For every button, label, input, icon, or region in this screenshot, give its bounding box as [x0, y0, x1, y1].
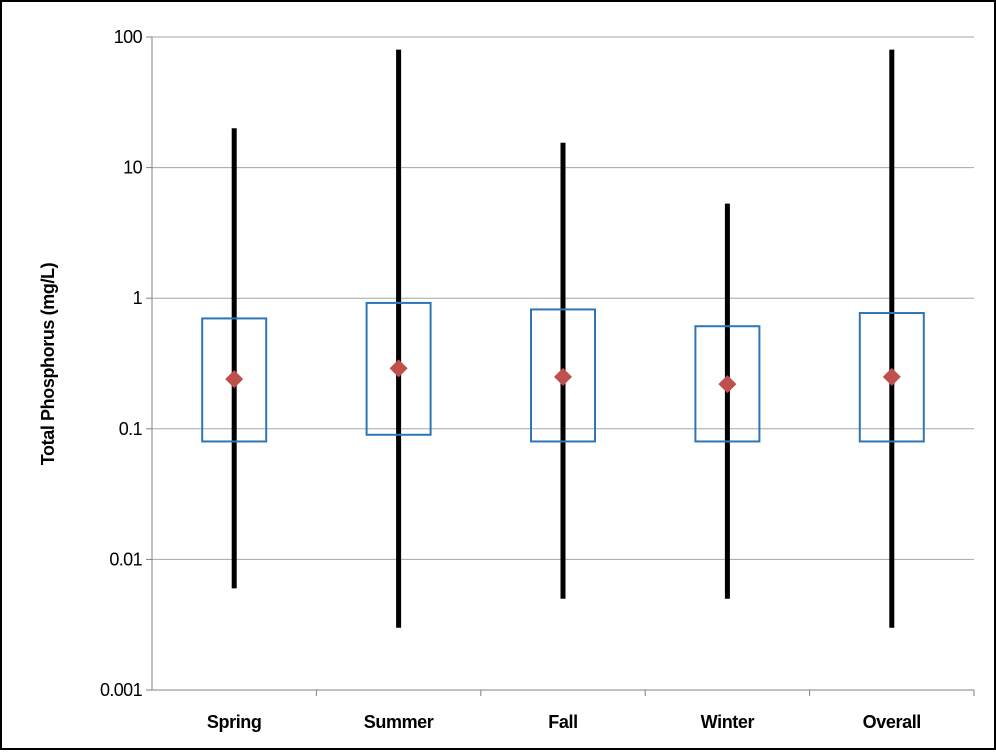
x-label-fall: Fall	[548, 712, 577, 732]
mean-marker-summer	[389, 359, 408, 378]
y-tick-label: 100	[114, 27, 143, 47]
y-tick-label: 1	[133, 288, 143, 308]
y-tick-label: 0.001	[100, 680, 143, 700]
x-label-overall: Overall	[863, 712, 921, 732]
mean-marker-spring	[225, 370, 244, 389]
axes	[146, 36, 975, 696]
y-tick-label: 0.01	[109, 549, 142, 569]
box-summer	[365, 301, 432, 436]
box-winter	[694, 325, 761, 443]
y-tick-labels: 0.001 0.01 0.1 1 10 100	[100, 27, 143, 700]
x-label-winter: Winter	[701, 712, 755, 732]
mean-marker-winter	[718, 375, 737, 394]
x-label-summer: Summer	[364, 712, 434, 732]
x-label-spring: Spring	[207, 712, 262, 732]
y-tick-label: 0.1	[119, 419, 143, 439]
y-axis-title: Total Phosphorus (mg/L)	[38, 262, 58, 465]
mean-marker-overall	[882, 367, 901, 386]
box-overall	[858, 312, 925, 443]
y-tick-label: 10	[123, 158, 142, 178]
box-fall	[530, 308, 596, 443]
box-series	[201, 49, 925, 628]
box-spring	[201, 317, 268, 443]
mean-marker-fall	[554, 367, 572, 386]
x-category-labels: Spring Summer Fall Winter Overall	[207, 712, 921, 732]
